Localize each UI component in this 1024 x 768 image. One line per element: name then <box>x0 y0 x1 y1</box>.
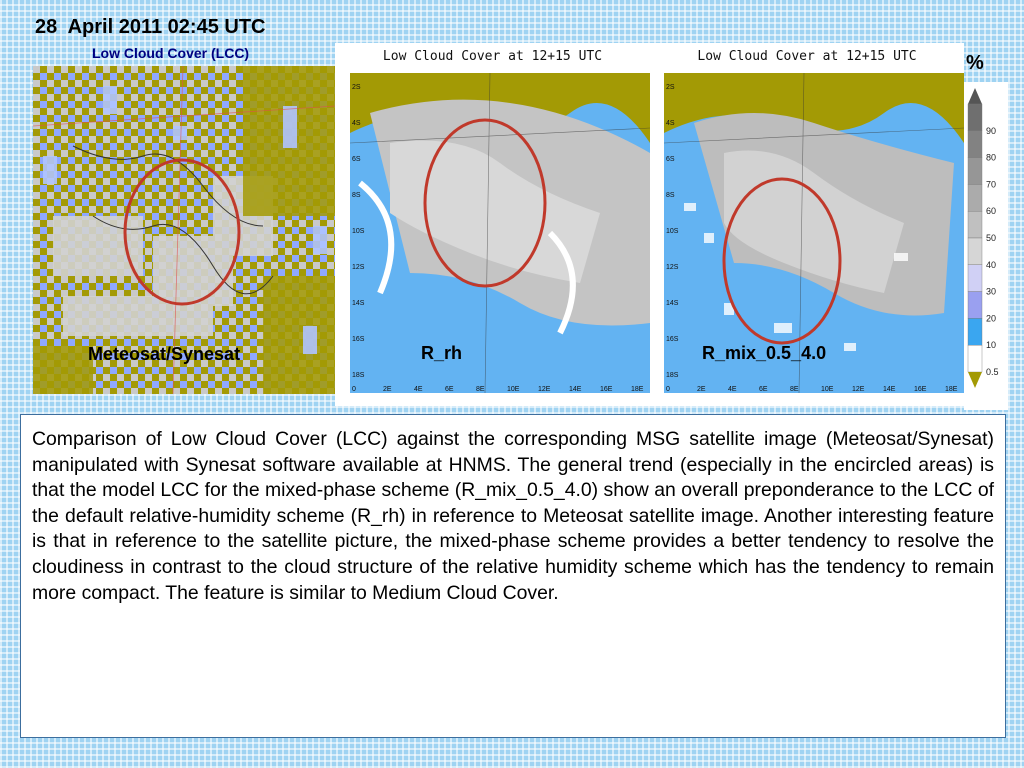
satellite-image <box>33 66 335 394</box>
y-tick-label: 12S <box>352 264 365 271</box>
x-tick-label: 4E <box>728 386 737 393</box>
y-tick-label: 8S <box>666 192 675 199</box>
x-tick-label: 8E <box>476 386 485 393</box>
colorbar-tick-label: 70 <box>986 179 996 189</box>
x-tick-label: 18E <box>631 386 644 393</box>
r-rh-label: R_rh <box>421 343 463 363</box>
x-tick-label: 6E <box>445 386 454 393</box>
r-rh-map: 2S 4S 6S 8S 10S 12S 14S 16S 18S 0 2E 4E 6E 8E 10E 12E 14… <box>350 73 650 393</box>
y-tick-label: 10S <box>352 228 365 235</box>
colorbar-tick-label: 30 <box>986 287 996 297</box>
y-tick-label: 18S <box>666 372 679 379</box>
y-tick-label: 18S <box>352 372 365 379</box>
slide-subtitle: Low Cloud Cover (LCC) <box>92 45 250 61</box>
x-tick-label: 2E <box>697 386 706 393</box>
x-tick-label: 16E <box>600 386 613 393</box>
y-tick-label: 2S <box>666 84 675 91</box>
colorbar-bottom-arrow <box>968 372 982 388</box>
x-tick-label: 10E <box>507 386 520 393</box>
y-tick-label: 4S <box>666 120 675 127</box>
legend-unit: % <box>966 52 984 74</box>
y-tick-label: 14S <box>352 300 365 307</box>
y-tick-label: 16S <box>666 336 679 343</box>
colorbar-swatch <box>967 210 983 239</box>
highlight-circle-1 <box>123 158 241 306</box>
x-tick-label: 14E <box>883 386 896 393</box>
colorbar-swatch <box>967 237 983 265</box>
x-tick-label: 2E <box>383 386 392 393</box>
x-tick-label: 10E <box>821 386 834 393</box>
y-tick-label: 4S <box>352 120 361 127</box>
colorbar-swatch <box>967 345 983 373</box>
y-tick-label: 8S <box>352 192 361 199</box>
highlight-circle-3 <box>722 177 842 345</box>
y-tick-label: 6S <box>666 156 675 163</box>
r-mix-map-title: Low Cloud Cover at 12+15 UTC <box>697 49 917 64</box>
colorbar-tick-label: 20 <box>986 313 996 323</box>
x-tick-label: 16E <box>914 386 927 393</box>
x-tick-label: 0 <box>352 386 356 393</box>
satellite-panel: Meteosat/Synesat <box>33 66 335 394</box>
description-box: Comparison of Low Cloud Cover (LCC) agai… <box>20 414 1006 738</box>
colorbar-tick-label: 0.5 <box>986 367 999 377</box>
x-tick-label: 18E <box>945 386 958 393</box>
y-tick-label: 16S <box>352 336 365 343</box>
description-text: Comparison of Low Cloud Cover (LCC) agai… <box>32 428 994 604</box>
colorbar: 90 80 70 60 50 40 30 20 10 0.5 <box>967 88 999 388</box>
x-tick-label: 12E <box>538 386 551 393</box>
colorbar-tick-label: 10 <box>986 340 996 350</box>
highlight-circle-2 <box>423 118 547 288</box>
colorbar-swatch <box>967 318 983 346</box>
r-rh-map-title: Low Cloud Cover at 12+15 UTC <box>382 49 603 64</box>
x-tick-label: 14E <box>569 386 582 393</box>
colorbar-tick-label: 60 <box>986 206 996 216</box>
slide-title: 28 April 2011 02:45 UTC <box>35 16 266 38</box>
satellite-label: Meteosat/Synesat <box>88 344 241 364</box>
r-mix-panel: Low Cloud Cover at 12+15 UTC 2S 4S 6S 8S 10S… <box>650 43 964 406</box>
x-tick-label: 12E <box>852 386 865 393</box>
y-tick-label: 10S <box>666 228 679 235</box>
r-rh-panel: Low Cloud Cover at 12+15 UTC 2S 4S 6S 8S 10S… <box>335 43 650 406</box>
r-mix-map: 2S 4S 6S 8S 10S 12S 14S 16S 18S 0 2E 4E 6E 8E 10E 12E 14… <box>664 73 964 393</box>
colorbar-tick-label: 40 <box>986 260 996 270</box>
x-tick-label: 0 <box>666 386 670 393</box>
colorbar-top-arrow <box>968 88 982 104</box>
x-tick-label: 4E <box>414 386 423 393</box>
colorbar-swatch <box>967 184 983 212</box>
colorbar-tick-label: 90 <box>986 126 996 136</box>
colorbar-swatch <box>967 130 983 158</box>
colorbar-frame: 90 80 70 60 50 40 30 20 10 0.5 <box>964 82 1008 410</box>
r-mix-label: R_mix_0.5_4.0 <box>702 343 827 363</box>
y-tick-label: 2S <box>352 84 361 91</box>
colorbar-tick-label: 80 <box>986 153 996 163</box>
colorbar-swatch <box>967 103 983 131</box>
y-tick-label: 12S <box>666 264 679 271</box>
colorbar-swatch <box>967 264 983 292</box>
y-tick-label: 14S <box>666 300 679 307</box>
colorbar-swatch <box>967 157 983 185</box>
x-tick-label: 6E <box>759 386 768 393</box>
y-tick-label: 6S <box>352 156 361 163</box>
x-tick-label: 8E <box>790 386 799 393</box>
colorbar-swatch <box>967 291 983 319</box>
colorbar-tick-label: 50 <box>986 233 996 243</box>
